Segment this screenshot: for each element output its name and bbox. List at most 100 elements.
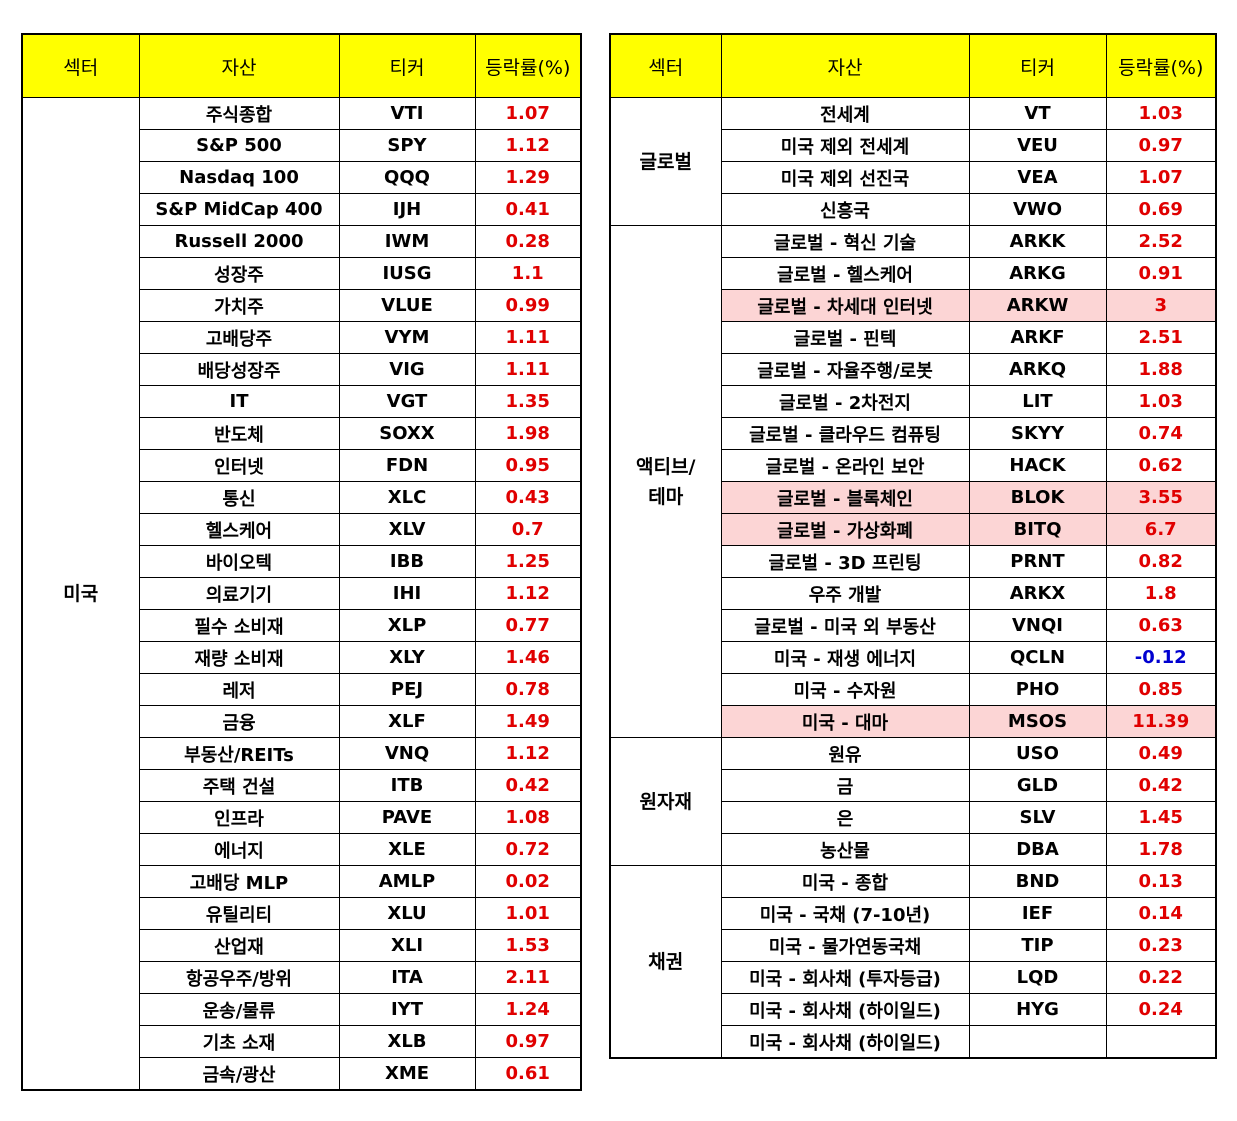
ticker-cell: SLV <box>968 801 1107 834</box>
change-cell: 0.7 <box>474 513 582 546</box>
ticker-cell: VT <box>968 97 1107 130</box>
asset-cell: 미국 - 대마 <box>720 705 970 738</box>
table-header-row: 섹터 자산 티커 등락률(%) <box>609 33 1217 98</box>
change-cell: 1.07 <box>1105 161 1217 194</box>
ticker-cell: LIT <box>968 385 1107 418</box>
change-cell: 0.77 <box>474 609 582 642</box>
header-sector: 섹터 <box>609 33 722 98</box>
asset-cell: 성장주 <box>138 257 340 290</box>
ticker-cell: ITA <box>338 961 476 994</box>
change-cell: 1.12 <box>474 737 582 770</box>
ticker-cell: VIG <box>338 353 476 386</box>
asset-cell: 우주 개발 <box>720 577 970 610</box>
asset-cell: 항공우주/방위 <box>138 961 340 994</box>
table-row: IT VGT 1.35 <box>22 385 582 418</box>
table-row: 미국 - 회사채 (투자등급) LQD 0.22 <box>610 961 1217 994</box>
sector-cell: 원자재 <box>609 737 722 866</box>
change-cell: 0.62 <box>1105 449 1217 482</box>
ticker-cell: ARKX <box>968 577 1107 610</box>
table-row: 글로벌 - 차세대 인터넷 ARKW 3 <box>610 289 1217 322</box>
header-asset: 자산 <box>138 33 340 98</box>
change-cell: 1.03 <box>1105 385 1217 418</box>
asset-cell: 레저 <box>138 673 340 706</box>
ticker-cell: LQD <box>968 961 1107 994</box>
asset-cell: 인프라 <box>138 801 340 834</box>
table-row: 미국 - 대마 MSOS 11.39 <box>610 705 1217 738</box>
change-cell: 0.69 <box>1105 193 1217 226</box>
change-cell: 1.88 <box>1105 353 1217 386</box>
change-cell: 1.49 <box>474 705 582 738</box>
table-row: 글로벌 - 미국 외 부동산 VNQI 0.63 <box>610 609 1217 642</box>
table-row: 배당성장주 VIG 1.11 <box>22 353 582 386</box>
table-row: 미국 - 수자원 PHO 0.85 <box>610 673 1217 706</box>
asset-cell: 재량 소비재 <box>138 641 340 674</box>
etf-table-left: 섹터 자산 티커 등락률(%) 미국 주식종합 VTI 1.07 S&P 500 SPY 1… <box>21 33 582 1091</box>
ticker-cell: IBB <box>338 545 476 578</box>
asset-cell: 인터넷 <box>138 449 340 482</box>
ticker-cell: XLE <box>338 833 476 866</box>
ticker-cell: BITQ <box>968 513 1107 546</box>
asset-cell: 글로벌 - 차세대 인터넷 <box>720 289 970 322</box>
header-asset: 자산 <box>720 33 970 98</box>
asset-cell: Nasdaq 100 <box>138 161 340 194</box>
asset-cell: 글로벌 - 온라인 보안 <box>720 449 970 482</box>
table-row: 금융 XLF 1.49 <box>22 705 582 738</box>
change-cell: 0.91 <box>1105 257 1217 290</box>
table-row: 성장주 IUSG 1.1 <box>22 257 582 290</box>
table-row: S&P MidCap 400 IJH 0.41 <box>22 193 582 226</box>
ticker-cell: IUSG <box>338 257 476 290</box>
asset-cell: 필수 소비재 <box>138 609 340 642</box>
ticker-cell: FDN <box>338 449 476 482</box>
change-cell: 0.95 <box>474 449 582 482</box>
change-cell: 3.55 <box>1105 481 1217 514</box>
table-row: 고배당 MLP AMLP 0.02 <box>22 865 582 898</box>
ticker-cell: PAVE <box>338 801 476 834</box>
ticker-cell: PRNT <box>968 545 1107 578</box>
asset-cell: 미국 - 수자원 <box>720 673 970 706</box>
table-row: 글로벌 - 자율주행/로봇 ARKQ 1.88 <box>610 353 1217 386</box>
table-row: 산업재 XLI 1.53 <box>22 929 582 962</box>
ticker-cell: MSOS <box>968 705 1107 738</box>
asset-cell: 미국 - 종합 <box>720 865 970 898</box>
ticker-cell: VLUE <box>338 289 476 322</box>
asset-cell: 글로벌 - 자율주행/로봇 <box>720 353 970 386</box>
table-row: 액티브/테마 글로벌 - 혁신 기술 ARKK 2.52 <box>609 225 1217 738</box>
change-cell: 0.49 <box>1105 737 1217 770</box>
ticker-cell: QQQ <box>338 161 476 194</box>
table-row: 미국 제외 전세계 VEU 0.97 <box>610 129 1217 162</box>
header-ticker: 티커 <box>968 33 1107 98</box>
ticker-cell: XLI <box>338 929 476 962</box>
asset-cell: 헬스케어 <box>138 513 340 546</box>
table-row: 필수 소비재 XLP 0.77 <box>22 609 582 642</box>
ticker-cell: XLP <box>338 609 476 642</box>
asset-cell: 은 <box>720 801 970 834</box>
asset-cell: 미국 - 국채 (7-10년) <box>720 897 970 930</box>
table-row: 바이오텍 IBB 1.25 <box>22 545 582 578</box>
ticker-cell: IEF <box>968 897 1107 930</box>
etf-table-right: 섹터 자산 티커 등락률(%) 글로벌 전세계 VT 1.03 미국 제외 전세계 VEU… <box>609 33 1217 1059</box>
ticker-cell: PEJ <box>338 673 476 706</box>
change-cell: 6.7 <box>1105 513 1217 546</box>
asset-cell: 미국 - 회사채 (투자등급) <box>720 961 970 994</box>
table-row: 채권 미국 - 종합 BND 0.13 <box>609 865 1217 1059</box>
asset-cell: 유틸리티 <box>138 897 340 930</box>
change-cell: 1.45 <box>1105 801 1217 834</box>
change-cell: 1.11 <box>474 353 582 386</box>
asset-cell: 글로벌 - 2차전지 <box>720 385 970 418</box>
change-cell: 0.82 <box>1105 545 1217 578</box>
change-cell: 0.02 <box>474 865 582 898</box>
asset-cell: 미국 제외 선진국 <box>720 161 970 194</box>
asset-cell: 글로벌 - 3D 프린팅 <box>720 545 970 578</box>
asset-cell: 고배당 MLP <box>138 865 340 898</box>
change-cell: 0.78 <box>474 673 582 706</box>
ticker-cell: BND <box>968 865 1107 898</box>
change-cell: 0.74 <box>1105 417 1217 450</box>
asset-cell: 기초 소재 <box>138 1025 340 1058</box>
change-cell: 0.14 <box>1105 897 1217 930</box>
ticker-cell: VNQI <box>968 609 1107 642</box>
change-cell: 0.24 <box>1105 993 1217 1026</box>
change-cell: 0.99 <box>474 289 582 322</box>
table-row: 레저 PEJ 0.78 <box>22 673 582 706</box>
asset-cell: 글로벌 - 블록체인 <box>720 481 970 514</box>
table-row: S&P 500 SPY 1.12 <box>22 129 582 162</box>
